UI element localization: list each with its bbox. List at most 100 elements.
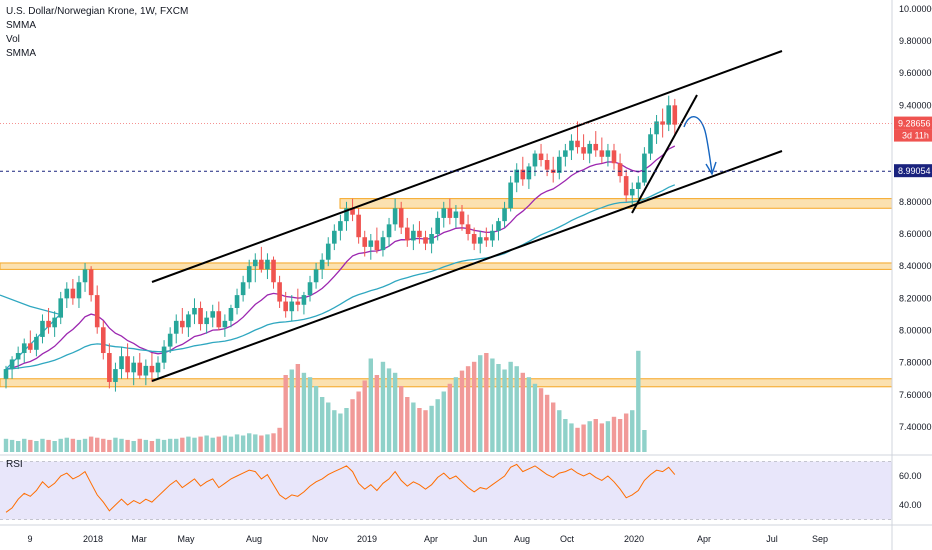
steep-trend-line <box>631 94 698 214</box>
volume-bar <box>490 358 495 452</box>
volume-bar <box>52 441 57 452</box>
y-tick-label: 9.60000 <box>899 68 932 78</box>
x-tick-label: Apr <box>697 534 711 544</box>
candle-body <box>113 369 118 382</box>
candle-body <box>70 288 76 299</box>
candle-body <box>131 362 136 373</box>
candle-body <box>265 259 270 270</box>
candle-body <box>362 237 368 247</box>
volume-bar <box>326 402 331 452</box>
y-tick-label: 8.00000 <box>899 326 932 336</box>
volume-bar <box>630 410 635 452</box>
volume-bar <box>143 439 149 452</box>
candle-body <box>28 343 33 350</box>
volume-bar <box>119 438 124 452</box>
x-tick-label: 2019 <box>357 534 377 544</box>
candle-body <box>593 143 599 151</box>
volume-bar <box>283 375 288 452</box>
candle-body <box>599 150 605 157</box>
candle-body <box>295 301 301 305</box>
volume-bar <box>228 436 234 452</box>
volume-bar <box>216 436 221 452</box>
candle-body <box>453 211 459 218</box>
volume-bar <box>210 437 215 452</box>
candle-body <box>137 362 143 376</box>
candle-body <box>21 343 27 354</box>
volume-bar <box>137 438 142 452</box>
x-tick-label: Apr <box>424 534 438 544</box>
candle-body <box>520 169 526 180</box>
candle-body <box>532 153 538 167</box>
candle-body <box>107 353 112 382</box>
indicator-smma2-label[interactable]: SMMA <box>6 48 36 59</box>
y-tick-label: 7.40000 <box>899 422 932 432</box>
y-tick-label: 8.80000 <box>899 197 932 207</box>
candle-body <box>392 208 398 225</box>
candle-body <box>15 353 21 360</box>
candle-body <box>210 311 216 318</box>
volume-bar <box>514 366 519 452</box>
indicator-smma-label[interactable]: SMMA <box>6 20 36 31</box>
candle-body <box>143 365 149 376</box>
volume-bar <box>441 391 446 452</box>
volume-bar <box>332 410 337 452</box>
volume-bar <box>240 435 246 452</box>
candle-body <box>228 307 234 321</box>
y-tick-label: 8.40000 <box>899 261 932 271</box>
volume-bar <box>338 413 343 452</box>
volume-bar <box>247 433 252 452</box>
volume-bar <box>392 372 398 452</box>
candle-body <box>411 230 416 241</box>
volume-bar <box>496 364 501 452</box>
candle-body <box>496 221 501 231</box>
volume-bar <box>313 386 319 452</box>
candle-body <box>660 121 665 125</box>
volume-bar <box>563 419 568 452</box>
volume-bar <box>605 421 611 452</box>
candle-body <box>581 147 586 154</box>
candle-body <box>149 365 155 373</box>
volume-bar <box>642 430 647 452</box>
candle-body <box>563 150 568 157</box>
volume-bar <box>508 361 513 452</box>
volume-bar <box>593 419 598 452</box>
candle-body <box>441 208 447 218</box>
volume-bar <box>198 436 203 452</box>
volume-bar <box>411 402 416 452</box>
volume-bar <box>399 386 404 452</box>
volume-bar <box>459 370 465 452</box>
projection-arrow <box>683 116 713 173</box>
volume-bar <box>544 394 550 452</box>
volume-bar <box>95 437 100 452</box>
symbol-title[interactable]: U.S. Dollar/Norwegian Krone, 1W, FXCM <box>6 6 189 17</box>
volume-bar <box>551 402 556 452</box>
y-tick-label: 9.80000 <box>899 36 932 46</box>
volume-bar <box>82 438 88 452</box>
volume-bar <box>9 439 15 452</box>
volume-bar <box>380 361 386 452</box>
candle-body <box>666 105 672 125</box>
candle-body <box>417 230 422 238</box>
y-tick-label: 7.80000 <box>899 358 932 368</box>
volume-bar <box>76 439 82 452</box>
volume-bar <box>101 438 106 452</box>
candle-body <box>514 169 520 183</box>
smma-fast-line <box>5 145 676 370</box>
rsi-label[interactable]: RSI <box>6 459 23 470</box>
volume-bar <box>557 410 562 452</box>
countdown-tag <box>894 129 932 142</box>
indicator-vol-label[interactable]: Vol <box>6 34 20 45</box>
volume-bar <box>167 438 173 452</box>
candle-body <box>76 282 82 299</box>
x-tick-label: May <box>177 534 195 544</box>
volume-bar <box>611 416 617 452</box>
volume-bar <box>155 438 161 452</box>
current-price-label: 9.28656 <box>898 119 931 129</box>
y-tick-label: 10.00000 <box>899 4 932 14</box>
candle-body <box>623 176 629 196</box>
x-tick-label: Jul <box>766 534 778 544</box>
volume-bar <box>186 436 191 452</box>
x-tick-label: 9 <box>27 534 32 544</box>
